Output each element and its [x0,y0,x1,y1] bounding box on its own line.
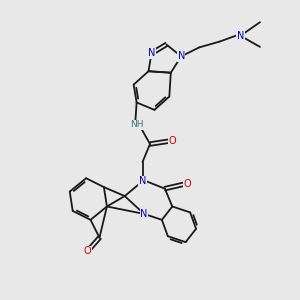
Text: N: N [237,31,244,40]
Text: O: O [183,179,191,189]
Text: O: O [84,246,92,256]
Text: N: N [140,209,148,219]
Text: O: O [169,136,176,146]
Text: N: N [148,48,155,59]
Text: N: N [139,176,146,186]
Text: NH: NH [130,120,143,129]
Text: N: N [178,51,185,62]
